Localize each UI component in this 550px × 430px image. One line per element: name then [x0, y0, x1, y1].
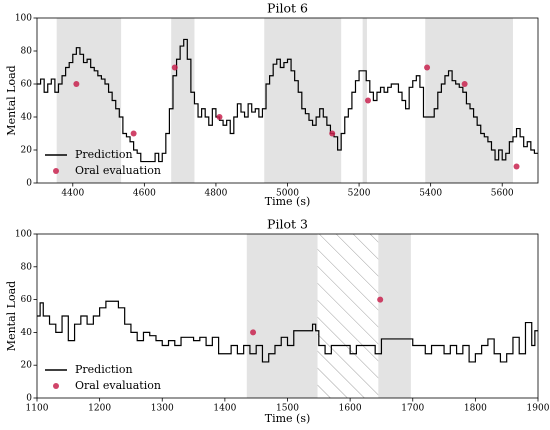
x-axis-label: Time (s): [265, 195, 311, 208]
oral-point: [424, 64, 431, 71]
y-tick-label: 20: [21, 146, 33, 156]
legend-label: Oral evaluation: [75, 164, 161, 177]
subplot: 4400 4600 4800 5000 5200 5400 5600 0 20 40 60 80 100…: [5, 1, 539, 208]
legend-label: Prediction: [75, 148, 133, 161]
legend-label: Oral evaluation: [75, 379, 161, 392]
x-tick-label: 1900: [527, 404, 550, 414]
y-tick-label: 0: [26, 394, 32, 404]
x-tick-label: 5400: [419, 189, 442, 199]
legend-dot: [53, 383, 59, 389]
shaded-span: [264, 18, 342, 183]
shaded-span: [362, 18, 367, 183]
y-tick-label: 80: [21, 47, 33, 57]
oral-point: [365, 97, 372, 104]
oral-point: [461, 81, 468, 87]
x-tick-label: 1500: [276, 404, 299, 414]
oral-point: [216, 114, 223, 120]
oral-point: [130, 130, 137, 137]
shaded-span: [56, 18, 122, 183]
oral-point: [377, 296, 384, 303]
legend-label: Prediction: [75, 363, 133, 376]
oral-point: [171, 64, 178, 71]
y-tick-label: 100: [15, 230, 32, 240]
x-tick-label: 4600: [133, 189, 156, 199]
x-tick-label: 1200: [88, 404, 111, 414]
legend-dot: [53, 168, 59, 174]
shaded-span: [378, 234, 411, 398]
y-tick-label: 20: [21, 361, 33, 371]
oral-point: [73, 81, 80, 87]
y-tick-label: 40: [21, 113, 33, 123]
x-tick-label: 1300: [151, 404, 174, 414]
hatched-span: [317, 234, 379, 398]
oral-point: [329, 130, 336, 137]
x-tick-label: 1100: [26, 404, 49, 414]
prediction-line: [37, 300, 538, 363]
x-tick-label: 5200: [348, 189, 371, 199]
prediction-line: [37, 38, 538, 163]
x-tick-label: 5000: [276, 189, 299, 199]
x-tick-label: 1800: [464, 404, 487, 414]
y-tick-label: 80: [21, 262, 33, 272]
shaded-span: [171, 18, 195, 183]
oral-point: [250, 329, 257, 336]
y-tick-label: 60: [21, 80, 33, 90]
chart-title: Pilot 3: [267, 217, 308, 232]
oral-point: [513, 163, 520, 170]
chart-title: Pilot 6: [267, 1, 308, 16]
y-tick-label: 0: [26, 179, 32, 189]
subplot: 1100 1200 1300 1400 1500 1600 1700 1800 1900 0 20 4…: [5, 217, 550, 426]
y-axis-label: Mental Load: [5, 65, 18, 135]
y-tick-label: 60: [21, 295, 33, 305]
x-tick-label: 1700: [401, 404, 424, 414]
shaded-span: [425, 18, 513, 183]
x-tick-label: 4800: [204, 189, 227, 199]
y-tick-label: 100: [15, 14, 32, 24]
x-tick-label: 5600: [491, 189, 514, 199]
y-axis-label: Mental Load: [5, 281, 18, 351]
x-axis-label: Time (s): [265, 412, 311, 425]
shaded-span: [246, 234, 318, 398]
y-tick-label: 40: [21, 328, 33, 338]
x-tick-label: 1600: [339, 404, 362, 414]
x-tick-label: 1400: [213, 404, 236, 414]
x-tick-label: 4400: [61, 189, 84, 199]
